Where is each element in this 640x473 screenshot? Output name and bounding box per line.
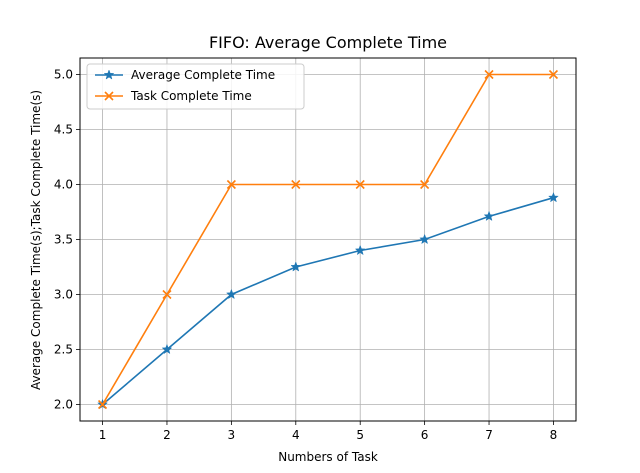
- data-point: [548, 69, 559, 80]
- x-tick-label: 3: [228, 428, 236, 442]
- data-point: [97, 399, 108, 410]
- x-tick-label: 8: [550, 428, 558, 442]
- x-tick-label: 5: [356, 428, 364, 442]
- data-point: [161, 343, 173, 355]
- legend-item: Task Complete Time: [95, 89, 252, 103]
- series-line: [102, 196, 554, 406]
- series-average-complete-time: [97, 191, 559, 410]
- x-tick-label: 7: [485, 428, 493, 442]
- legend: Average Complete Time Task Complete Time: [86, 63, 305, 110]
- series-layer: [97, 69, 559, 410]
- data-point: [225, 288, 237, 300]
- data-point: [226, 179, 236, 190]
- series-line: [101, 73, 554, 405]
- y-tick-label: 2.0: [54, 398, 73, 412]
- legend-marker: [104, 91, 114, 101]
- legend-box: [86, 63, 305, 110]
- y-tick-label: 3.0: [54, 288, 73, 302]
- x-axis-label: Numbers of Task: [278, 450, 378, 464]
- y-axis-label: Average Complete Time(s);Task Complete T…: [29, 90, 43, 390]
- legend-label: Average Complete Time: [131, 68, 275, 82]
- data-point: [483, 210, 495, 222]
- data-point: [291, 179, 301, 190]
- data-point: [419, 233, 431, 245]
- legend-item: Average Complete Time: [95, 68, 275, 82]
- data-point: [420, 179, 430, 190]
- axis-ticks: 1 2 3 4 5 6 7 8 2.0 2.5 3.0 3.5 4.0 4.5 5.0: [54, 68, 557, 443]
- y-tick-label: 4.0: [54, 178, 73, 192]
- data-point: [355, 179, 365, 190]
- x-tick-label: 4: [292, 428, 300, 442]
- y-tick-label: 2.5: [54, 343, 73, 357]
- legend-marker: [103, 69, 115, 80]
- y-tick-label: 3.5: [54, 233, 73, 247]
- legend-label: Task Complete Time: [130, 89, 252, 103]
- data-point: [484, 69, 494, 80]
- series-task-complete-time: [97, 69, 559, 410]
- grid-lines: [80, 58, 576, 421]
- chart-title: FIFO: Average Complete Time: [209, 33, 447, 52]
- x-tick-label: 2: [163, 428, 171, 442]
- data-point: [548, 191, 559, 203]
- x-tick-label: 1: [99, 428, 107, 442]
- data-point: [290, 261, 302, 272]
- data-point: [354, 244, 366, 256]
- data-point: [162, 289, 172, 300]
- y-tick-label: 5.0: [54, 68, 73, 82]
- x-tick-label: 6: [421, 428, 429, 442]
- y-tick-label: 4.5: [54, 123, 73, 137]
